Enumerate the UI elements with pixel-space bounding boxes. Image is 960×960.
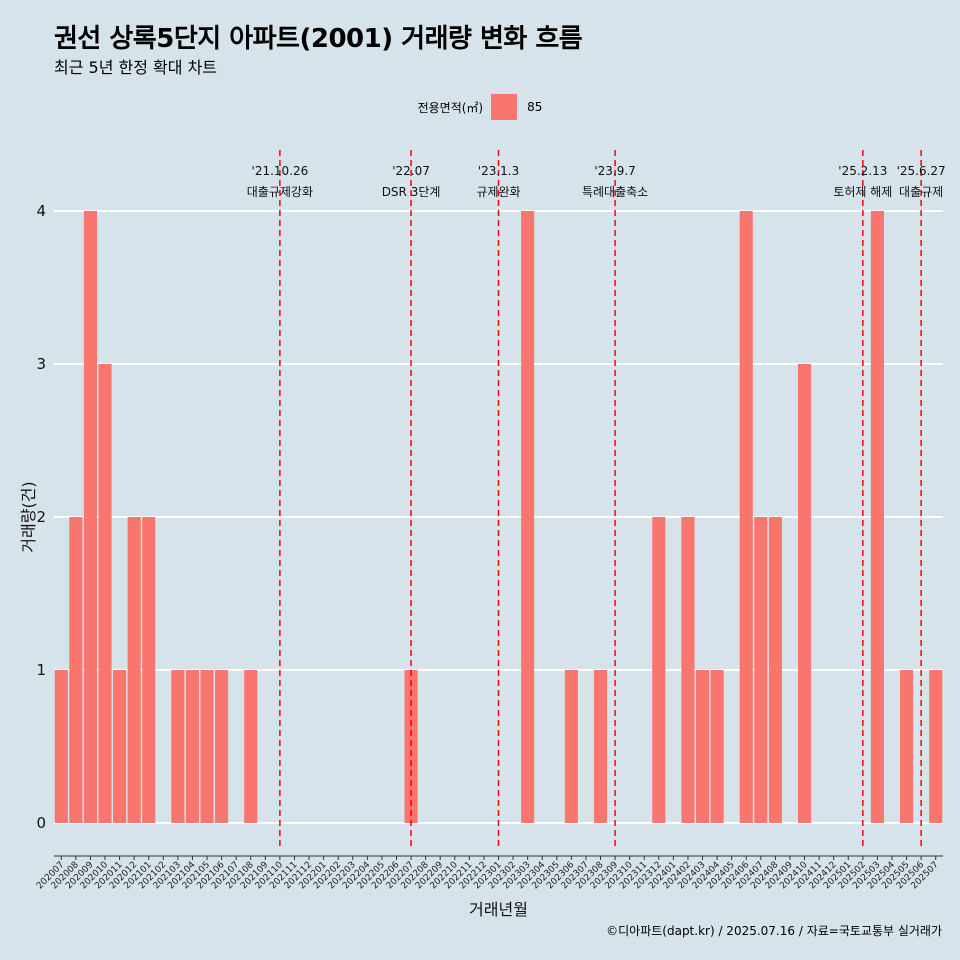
bar: [929, 670, 943, 823]
bar: [710, 670, 724, 823]
bar: [797, 364, 812, 823]
event-date-label: '22.07: [392, 164, 430, 178]
bar: [564, 670, 578, 823]
chart-title: 권선 상록5단지 아파트(2001) 거래량 변화 흐름: [54, 24, 583, 54]
y-tick-label: 4: [36, 202, 46, 220]
bar: [404, 670, 418, 823]
bar: [200, 670, 214, 823]
y-axis-title: 거래량(건): [19, 481, 38, 552]
bar: [83, 211, 97, 823]
event-date-label: '23.9.7: [594, 164, 635, 178]
bar: [900, 670, 914, 823]
bar: [185, 670, 200, 823]
bar: [171, 670, 185, 823]
chart-subtitle: 최근 5년 한정 확대 차트: [54, 58, 218, 77]
event-name-label: 대출규제: [899, 185, 943, 199]
source-caption: ©디아파트(dapt.kr) / 2025.07.16 / 자료=국토교통부 실…: [606, 924, 942, 938]
y-tick-label: 0: [36, 814, 46, 832]
y-tick-label: 1: [36, 661, 46, 679]
bar: [521, 211, 535, 823]
event-date-label: '25.6.27: [897, 164, 946, 178]
legend-swatch: [491, 94, 518, 120]
bar: [98, 364, 112, 823]
bar: [739, 211, 753, 823]
event-date-label: '21.10.26: [252, 164, 309, 178]
bar: [54, 670, 68, 823]
bar: [593, 670, 608, 823]
event-date-label: '23.1.3: [478, 164, 519, 178]
bar: [870, 211, 884, 823]
y-tick-label: 2: [36, 508, 46, 526]
bar: [127, 517, 141, 823]
bar: [754, 517, 768, 823]
event-name-label: 특례대출축소: [582, 185, 648, 199]
x-axis-title: 거래년월: [469, 900, 528, 919]
legend: 전용면적(㎡) 85: [0, 94, 960, 120]
event-name-label: 토허제 해제: [833, 185, 892, 199]
bar: [215, 670, 229, 823]
event-name-label: 규제완화: [476, 185, 520, 199]
legend-title: 전용면적(㎡): [417, 100, 484, 115]
bar: [142, 517, 156, 823]
bar: [681, 517, 695, 823]
event-name-label: 대출규제강화: [247, 185, 313, 199]
bar: [652, 517, 666, 823]
legend-item-label: 85: [527, 100, 543, 114]
bar: [695, 670, 710, 823]
bar: [69, 517, 83, 823]
event-name-label: DSR 3단계: [382, 185, 441, 199]
bar: [113, 670, 127, 823]
event-date-label: '25.2.13: [838, 164, 887, 178]
bar: [768, 517, 782, 823]
y-tick-label: 3: [36, 355, 46, 373]
bar: [244, 670, 258, 823]
